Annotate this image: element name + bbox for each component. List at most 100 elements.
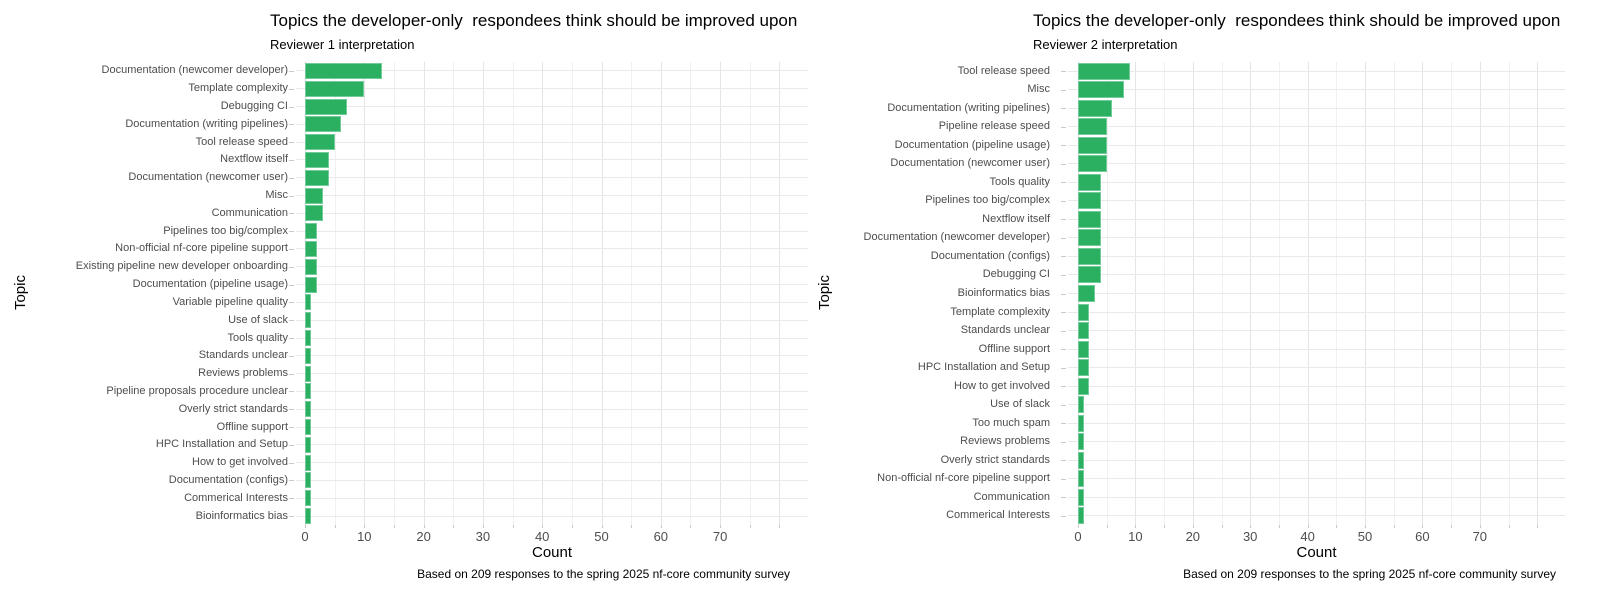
y-axis-tick-label: Reviews problems bbox=[198, 367, 288, 380]
gridline bbox=[1068, 422, 1565, 424]
bar bbox=[1078, 377, 1090, 395]
gridline bbox=[1068, 144, 1565, 146]
x-axis-tick bbox=[1164, 525, 1166, 528]
y-axis-tick-label: Pipelines too big/complex bbox=[163, 224, 288, 237]
gridline bbox=[1068, 330, 1565, 332]
gridline bbox=[296, 444, 808, 446]
y-axis-tick-label: Misc bbox=[1027, 83, 1050, 96]
x-axis-tick bbox=[1508, 525, 1510, 528]
y-axis-tick-label: Too much spam bbox=[972, 416, 1050, 429]
bar bbox=[305, 454, 311, 471]
y-axis-tick-label: HPC Installation and Setup bbox=[917, 361, 1050, 374]
x-axis-tick-label: 50 bbox=[1357, 529, 1373, 544]
bar bbox=[1078, 507, 1084, 525]
gridline bbox=[512, 62, 514, 525]
gridline bbox=[296, 159, 808, 161]
bar bbox=[305, 62, 383, 79]
bar bbox=[1078, 359, 1090, 377]
bar bbox=[305, 330, 311, 347]
y-axis-tick bbox=[289, 284, 294, 286]
bar bbox=[305, 383, 311, 400]
gridline bbox=[334, 62, 336, 525]
y-axis-tick bbox=[289, 159, 294, 161]
y-axis-tick-label: Non-official nf-core pipeline support bbox=[115, 242, 288, 255]
x-axis-tick bbox=[1078, 525, 1079, 528]
y-axis-tick-label: Documentation (configs) bbox=[168, 473, 288, 486]
gridline bbox=[1068, 89, 1565, 91]
bar bbox=[1078, 155, 1107, 173]
gridline bbox=[1068, 237, 1565, 239]
x-axis-tick bbox=[1336, 525, 1338, 528]
bar bbox=[305, 169, 329, 186]
x-axis-tick-label: 20 bbox=[416, 529, 431, 544]
x-axis-tick bbox=[1221, 525, 1223, 528]
x-axis-tick-label: 70 bbox=[712, 529, 728, 544]
x-axis-tick bbox=[305, 525, 306, 528]
y-axis-tick bbox=[1061, 145, 1066, 147]
y-axis-tick bbox=[1061, 293, 1066, 295]
bar bbox=[1078, 266, 1101, 284]
bar bbox=[1078, 118, 1107, 136]
y-axis-tick bbox=[289, 373, 294, 375]
x-axis-tick-label: 20 bbox=[1185, 529, 1201, 544]
gridline bbox=[296, 88, 808, 90]
bar bbox=[1078, 136, 1107, 154]
gridline bbox=[296, 212, 808, 214]
gridline bbox=[453, 62, 455, 525]
y-axis-tick bbox=[289, 266, 294, 268]
y-axis-tick bbox=[289, 231, 294, 233]
gridline bbox=[1068, 459, 1565, 461]
x-axis-tick bbox=[1135, 525, 1137, 528]
bar bbox=[1078, 62, 1130, 80]
x-axis-tick bbox=[601, 525, 603, 528]
y-axis-tick-label: Bioinformatics bias bbox=[957, 287, 1050, 299]
x-axis-title: Count bbox=[1296, 544, 1337, 561]
x-axis-tick bbox=[749, 525, 751, 528]
gridline bbox=[660, 62, 662, 525]
gridline bbox=[296, 248, 808, 250]
y-axis-tick-label: Existing pipeline new developer onboardi… bbox=[75, 260, 288, 273]
y-axis-tick bbox=[1061, 423, 1066, 425]
bar bbox=[305, 240, 317, 257]
y-axis-tick bbox=[1061, 219, 1066, 221]
gridline bbox=[423, 62, 425, 525]
gridline bbox=[296, 497, 808, 499]
gridline bbox=[1068, 311, 1565, 313]
y-axis-tick bbox=[1061, 312, 1066, 314]
x-axis-tick bbox=[1307, 525, 1309, 528]
bar bbox=[1078, 99, 1113, 117]
chart-caption: Based on 209 responses to the spring 202… bbox=[1183, 567, 1556, 581]
gridline bbox=[296, 177, 808, 179]
y-axis-tick-label: Tool release speed bbox=[957, 64, 1050, 77]
gridline bbox=[1068, 126, 1565, 128]
y-axis-tick bbox=[289, 427, 294, 429]
y-axis-tick bbox=[1061, 330, 1066, 332]
x-axis-tick bbox=[1278, 525, 1280, 528]
x-axis-tick bbox=[1479, 525, 1481, 528]
y-axis-tick bbox=[289, 177, 294, 179]
y-axis-tick bbox=[1061, 182, 1066, 184]
gridline bbox=[1068, 70, 1565, 72]
gridline bbox=[542, 62, 544, 525]
x-axis-tick bbox=[334, 525, 336, 528]
bar bbox=[1078, 192, 1101, 210]
y-axis-tick bbox=[289, 195, 294, 197]
x-axis-tick bbox=[393, 525, 395, 528]
x-axis-tick-label: 0 bbox=[301, 529, 309, 544]
y-axis-tick bbox=[289, 391, 294, 393]
gridline bbox=[571, 62, 573, 525]
x-axis-tick bbox=[453, 525, 455, 528]
x-axis-tick-label: 0 bbox=[1074, 529, 1082, 544]
y-axis-tick bbox=[289, 320, 294, 322]
x-axis-tick-label: 40 bbox=[1300, 529, 1315, 544]
x-axis-tick-label: 60 bbox=[653, 529, 669, 544]
x-axis-tick bbox=[1393, 525, 1395, 528]
y-axis-tick-label: Non-official nf-core pipeline support bbox=[877, 472, 1050, 485]
y-axis-tick-label: How to get involved bbox=[954, 379, 1050, 392]
y-axis-tick bbox=[1061, 163, 1066, 165]
bar bbox=[305, 205, 323, 222]
gridline bbox=[1068, 200, 1565, 202]
y-axis-tick-label: Use of slack bbox=[228, 313, 288, 326]
y-axis-tick-label: Template complexity bbox=[188, 82, 288, 95]
y-axis-tick bbox=[289, 142, 294, 144]
